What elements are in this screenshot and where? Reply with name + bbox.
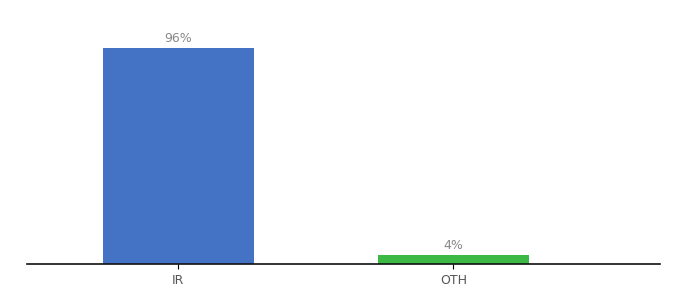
Bar (103, 48, 254, 264)
Bar (378, 255, 529, 264)
Text: 96%: 96% (165, 32, 192, 45)
Text: 4%: 4% (443, 238, 463, 252)
